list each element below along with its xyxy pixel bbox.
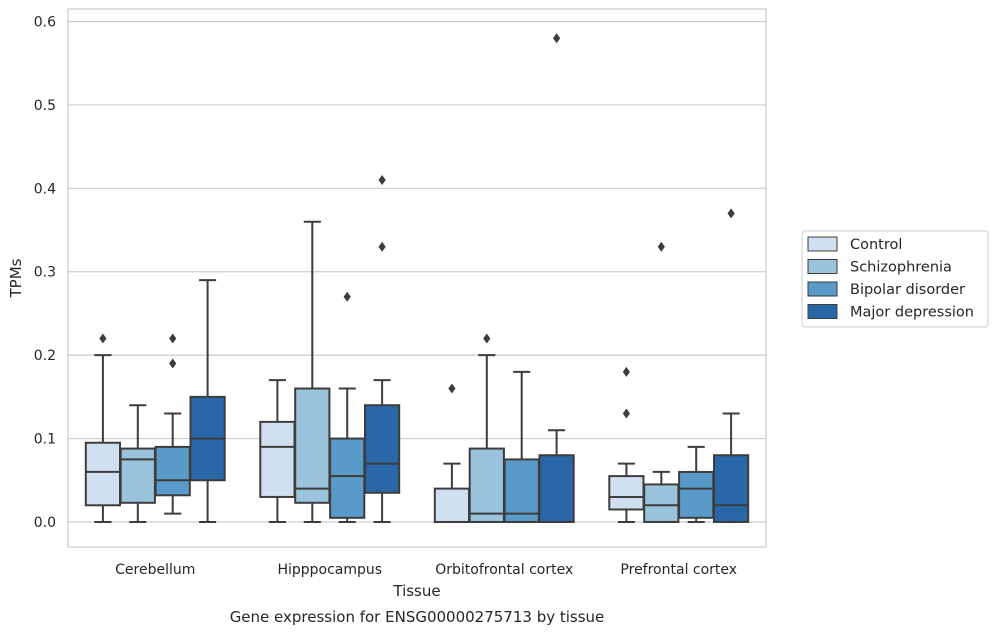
box-bipolar-disorder (503, 370, 540, 523)
y-tick-label: 0.5 (34, 98, 56, 114)
outlier-point (343, 291, 351, 302)
box-body (154, 445, 191, 497)
outlier-point (448, 383, 456, 394)
outlier-point (169, 358, 177, 369)
gridlines (68, 20, 766, 523)
box-body (503, 458, 540, 523)
legend-swatch (807, 236, 838, 252)
legend-label: Bipolar disorder (850, 282, 965, 298)
box-body (433, 487, 471, 523)
legend: Control Schizophrenia Bipolar disorder Majo… (801, 230, 989, 328)
x-tick-label: Cerebellum (115, 562, 195, 578)
x-tick-label: Orbitofrontal cortex (435, 562, 573, 578)
box-major-depression (189, 279, 226, 523)
box-body (538, 454, 575, 523)
outlier-point (483, 333, 491, 344)
box-body (294, 387, 331, 504)
box-major-depression (363, 174, 401, 523)
outlier-point (169, 333, 177, 344)
box-schizophrenia (294, 220, 331, 523)
y-tick-label: 0.1 (34, 432, 56, 448)
plot-area-frame (67, 8, 767, 548)
legend-swatch (807, 304, 838, 319)
x-tick-label: Hipppocampus (277, 562, 382, 578)
y-tick-label: 0.4 (34, 181, 56, 197)
x-axis-label: Tissue (392, 582, 440, 600)
outlier-point (99, 333, 107, 344)
box-body (259, 420, 296, 498)
box-control (433, 383, 471, 523)
box-body (712, 454, 750, 523)
x-tick-label: Prefrontal cortex (620, 562, 737, 578)
y-tick-label: 0.2 (34, 348, 56, 364)
box-body (119, 447, 156, 504)
box-body (678, 470, 715, 519)
box-major-depression (712, 208, 750, 523)
boxes (84, 33, 750, 523)
box-body (363, 404, 401, 494)
outlier-point (553, 33, 561, 44)
outlier-point (622, 366, 630, 377)
y-tick-label: 0.3 (34, 265, 56, 281)
box-control (84, 333, 122, 523)
outlier-point (657, 241, 665, 252)
box-bipolar-disorder (154, 333, 191, 515)
box-schizophrenia (643, 241, 680, 523)
box-major-depression (538, 33, 575, 523)
legend-label: Major depression (850, 305, 974, 321)
outlier-point (727, 208, 735, 219)
box-body (84, 441, 122, 507)
box-bipolar-disorder (678, 445, 715, 523)
outlier-point (378, 174, 386, 185)
x-tick-labels: Cerebellum Hipppocampus Orbitofrontal cort… (115, 562, 737, 578)
y-tick-label: 0.0 (34, 515, 56, 531)
outlier-point (378, 241, 386, 252)
box-body (468, 447, 505, 523)
box-bipolar-disorder (329, 291, 366, 523)
legend-label: Schizophrenia (850, 260, 952, 276)
legend-label: Control (850, 237, 902, 253)
box-body (329, 437, 366, 519)
box-schizophrenia (468, 333, 505, 523)
legend-swatch (807, 259, 838, 274)
box-control (608, 366, 645, 523)
box-body (643, 483, 680, 523)
box-body (608, 475, 645, 511)
y-tick-labels: 0.0 0.1 0.2 0.3 0.4 0.5 0.6 (34, 15, 56, 531)
y-tick-label: 0.6 (34, 15, 56, 31)
box-schizophrenia (119, 404, 156, 523)
legend-frame (801, 230, 989, 328)
box-control (259, 379, 296, 523)
outlier-point (622, 408, 630, 419)
y-axis-label: TPMs (7, 258, 25, 298)
legend-swatch (807, 281, 838, 297)
chart-caption: Gene expression for ENSG00000275713 by t… (230, 608, 605, 626)
